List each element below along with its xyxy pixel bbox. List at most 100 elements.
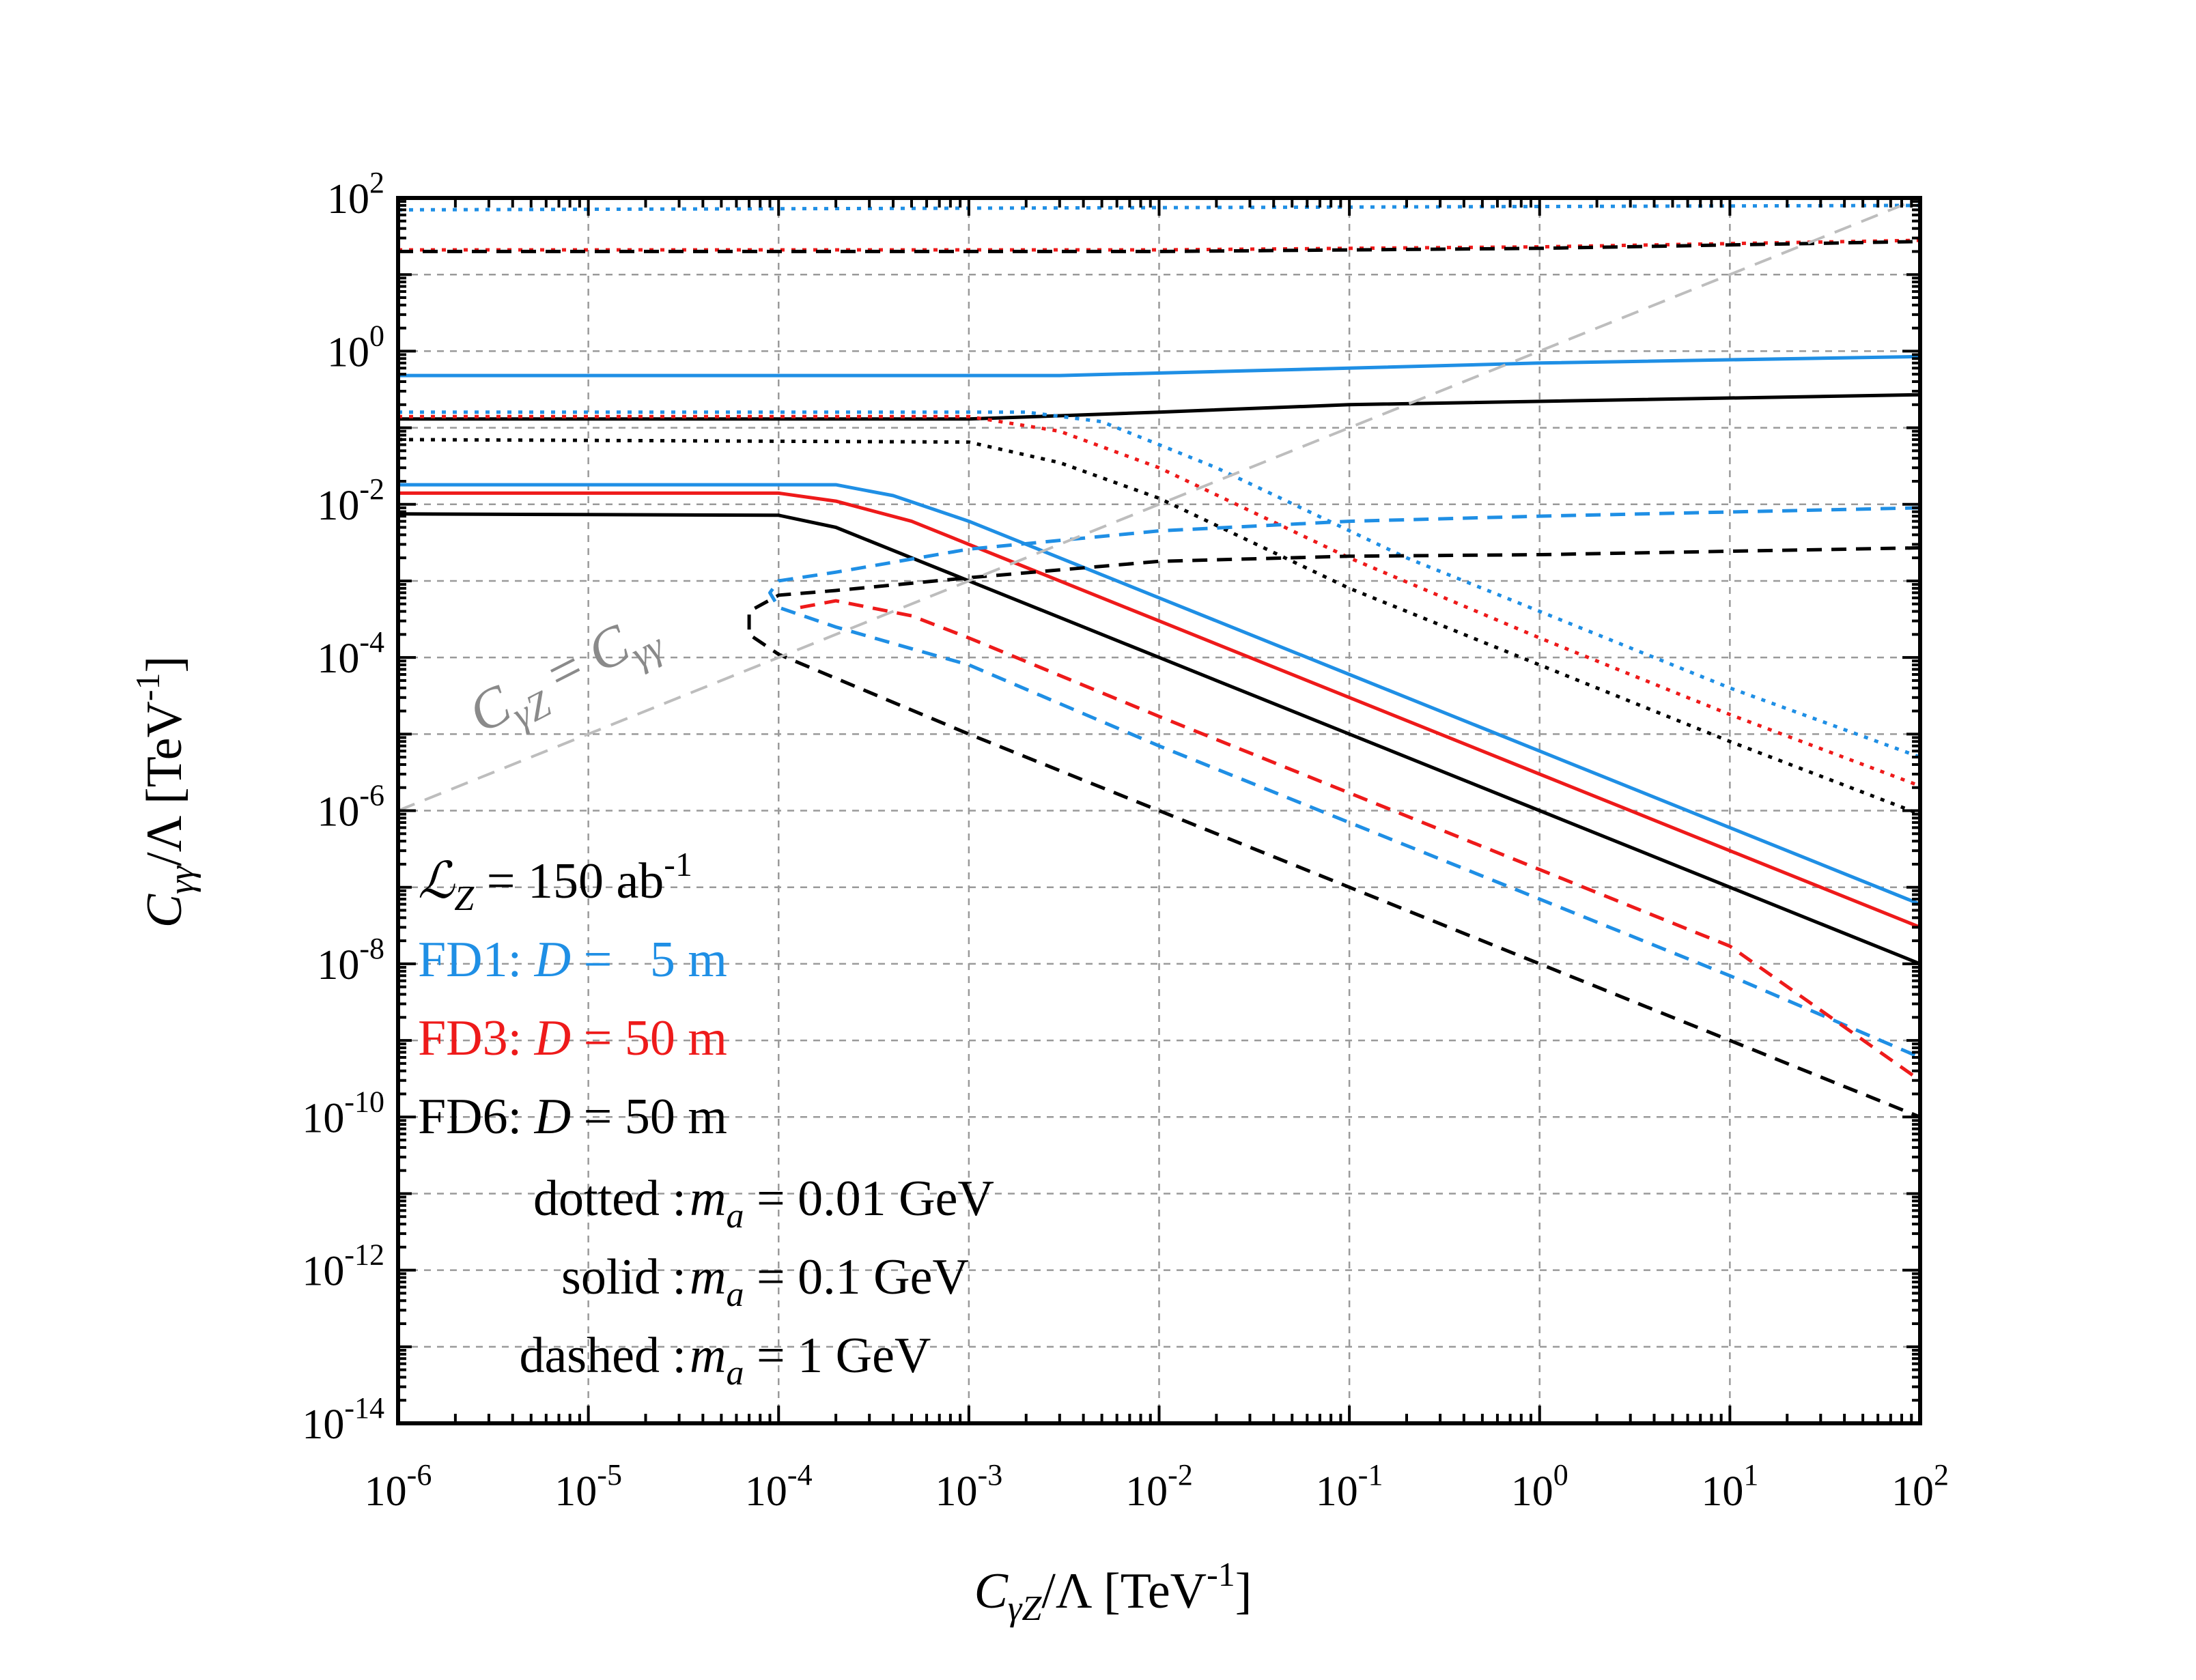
y-tick-base: 10: [327, 176, 369, 223]
legend-fd6: FD6: D = 50 m: [418, 1089, 727, 1145]
legend-lumi-sup: -1: [664, 845, 692, 883]
x-tick-base: 10: [365, 1468, 407, 1515]
legend-dotted-var: m: [690, 1171, 726, 1227]
series-fd3-dotted-lower: [398, 414, 1921, 788]
x-title-rest: /Λ [TeV: [1041, 1563, 1207, 1619]
y-title-end: ]: [137, 656, 193, 673]
y-title-main: C: [137, 893, 193, 928]
y-tick-exp: -4: [359, 625, 384, 659]
x-title-end: ]: [1235, 1563, 1252, 1619]
y-tick-exp: -2: [359, 472, 384, 506]
legend-fd1-name: FD1:: [418, 932, 535, 988]
y-tick-label: 10-4: [317, 625, 384, 682]
legend-solid-sub: a: [726, 1275, 744, 1314]
x-tick-label: 101: [1701, 1458, 1758, 1515]
legend-lumi: ℒZ = 150 ab-1: [418, 845, 692, 918]
legend-dotted-value: ma = 0.01 GeV: [690, 1171, 994, 1236]
x-tick-base: 10: [1701, 1468, 1743, 1515]
y-tick-base: 10: [317, 636, 359, 682]
tick-labels: 10-6 10-5 10-4 10-3 10-2 10-1 100 101 1021021001…: [302, 166, 1949, 1515]
x-title-sub: γZ: [1008, 1589, 1042, 1628]
x-tick-exp: 2: [1934, 1458, 1949, 1492]
x-tick-label: 10-5: [554, 1458, 622, 1515]
y-tick-base: 10: [317, 942, 359, 988]
series-fd6-solid-upper: [398, 393, 1921, 421]
legend-dashed-label: dashed :: [519, 1328, 686, 1384]
legend-dashed-var: m: [690, 1328, 726, 1384]
series-fd1-dotted: [397, 203, 1921, 212]
y-tick-label: 102: [327, 166, 384, 223]
x-title-main: C: [974, 1563, 1009, 1619]
legend-lumi-symbol: ℒ: [418, 853, 455, 909]
series-fd6-dashed-upper: [398, 240, 1921, 253]
y-tick-label: 10-6: [317, 779, 384, 836]
x-tick-exp: -4: [787, 1458, 813, 1492]
series-fd6-dashed: [747, 546, 1921, 1119]
legend-lumi-sub: Z: [454, 879, 475, 918]
legend-fd3: FD3: D = 50 m: [418, 1010, 727, 1066]
x-tick-label: 10-1: [1316, 1458, 1383, 1515]
x-axis-title: CγZ/Λ [TeV-1]: [974, 1555, 1252, 1628]
y-tick-exp: 2: [369, 166, 384, 199]
series-fd3-dashed: [800, 599, 1922, 1082]
legend-fd3-val: = 50 m: [571, 1010, 727, 1066]
series-fd1-dashed: [768, 506, 1921, 1059]
series-layer: [397, 197, 1922, 1119]
x-tick-exp: -3: [978, 1458, 1003, 1492]
legend-solid-value: ma = 0.1 GeV: [690, 1249, 969, 1314]
x-tick-exp: 0: [1553, 1458, 1568, 1492]
legend-lumi-text: = 150 ab: [474, 853, 664, 909]
x-tick-base: 10: [1316, 1468, 1358, 1515]
legend-fd1: FD1: D = 5 m: [418, 932, 727, 988]
series-fd3-solid: [398, 491, 1921, 929]
x-tick-base: 10: [935, 1468, 978, 1515]
y-tick-exp: -12: [344, 1238, 384, 1272]
y-tick-base: 10: [302, 1095, 344, 1141]
x-tick-exp: -6: [407, 1458, 432, 1492]
legend-dotted-label: dotted :: [533, 1171, 686, 1227]
ticks: [397, 198, 1920, 1425]
y-tick-base: 10: [317, 789, 359, 836]
legend-fd6-val: = 50 m: [571, 1089, 727, 1145]
series-fd1-solid-upper: [398, 354, 1921, 378]
legend-solid-var: m: [690, 1249, 726, 1305]
y-tick-label: 10-8: [317, 932, 384, 988]
legend-fd3-name: FD3:: [418, 1010, 535, 1066]
y-tick-exp: -8: [359, 932, 384, 965]
x-tick-exp: 1: [1743, 1458, 1758, 1492]
legend-fd6-var: D: [534, 1089, 571, 1145]
y-tick-label: 10-10: [302, 1085, 384, 1141]
legend-fd3-var: D: [534, 1010, 571, 1066]
series-diagonal: [397, 197, 1921, 812]
x-tick-base: 10: [1125, 1468, 1168, 1515]
x-tick-base: 10: [1891, 1468, 1934, 1515]
y-tick-base: 10: [302, 1401, 344, 1448]
legend: ℒZ = 150 ab-1 FD1: D = 5 m FD3: D = 50 m…: [418, 845, 994, 1393]
y-tick-base: 10: [317, 483, 359, 529]
x-tick-label: 100: [1511, 1458, 1568, 1515]
legend-dotted-val: = 0.01 GeV: [744, 1171, 994, 1227]
y-tick-label: 10-14: [302, 1391, 384, 1448]
y-tick-label: 100: [327, 319, 384, 375]
legend-dotted-sub: a: [726, 1197, 744, 1236]
x-tick-base: 10: [1511, 1468, 1553, 1515]
y-tick-label: 10-12: [302, 1238, 384, 1295]
y-title-sup: -1: [128, 672, 167, 701]
legend-dashed-sub: a: [726, 1354, 744, 1393]
series-fd1-solid: [398, 483, 1921, 906]
legend-solid-label: solid :: [561, 1249, 686, 1305]
legend-solid-val: = 0.1 GeV: [744, 1249, 968, 1305]
x-title-sup: -1: [1207, 1555, 1235, 1593]
y-title-sub: γγ: [163, 865, 201, 894]
series-fd3-dotted-upper: [398, 238, 1921, 252]
legend-fd1-var: D: [534, 932, 571, 988]
y-tick-exp: -10: [344, 1085, 384, 1118]
x-tick-exp: -5: [597, 1458, 622, 1492]
legend-fd6-name: FD6:: [418, 1089, 535, 1145]
series-fd6-dotted-lower: [397, 438, 1921, 816]
legend-fd1-val: = 5 m: [571, 932, 727, 988]
x-tick-label: 10-2: [1125, 1458, 1193, 1515]
y-tick-base: 10: [327, 329, 369, 375]
legend-dashed-value: ma = 1 GeV: [690, 1328, 931, 1393]
